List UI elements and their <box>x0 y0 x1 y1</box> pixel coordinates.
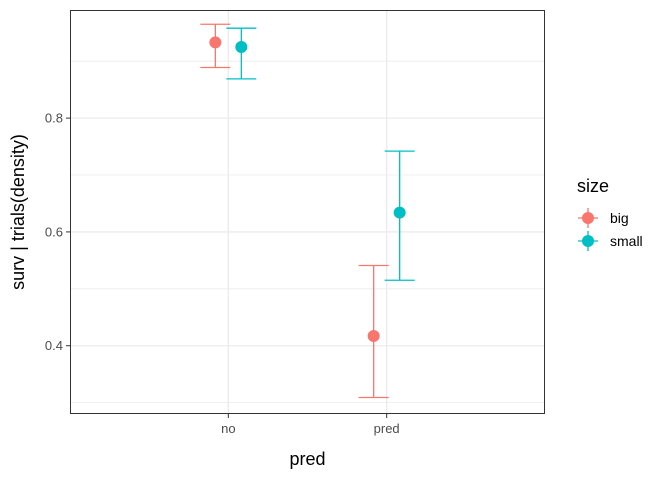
y-axis-title: surv | trials(density) <box>8 134 28 290</box>
x-axis: no pred <box>221 414 400 436</box>
y-tick-label: 0.4 <box>45 338 63 353</box>
legend-key-point <box>582 212 594 224</box>
data-marks <box>200 23 415 399</box>
data-point <box>367 330 380 343</box>
y-tick-label: 0.8 <box>45 111 63 126</box>
minor-gridlines <box>70 60 545 404</box>
legend-label: big <box>610 210 629 226</box>
point-group-small-no <box>226 27 257 80</box>
x-tick-label: pred <box>374 421 400 436</box>
legend-item-small: small <box>578 231 643 251</box>
y-axis: 0.4 0.6 0.8 <box>45 111 70 353</box>
x-axis-title: pred <box>289 449 325 469</box>
panel-border <box>70 10 545 414</box>
x-tick-label: no <box>221 421 235 436</box>
legend-title: size <box>577 176 609 196</box>
point-group-big-pred <box>358 264 389 399</box>
point-group-big-no <box>200 23 231 69</box>
legend: size big small <box>577 176 643 251</box>
legend-item-big: big <box>578 208 629 228</box>
data-point <box>209 36 222 49</box>
y-tick-label: 0.6 <box>45 224 63 239</box>
data-point <box>235 40 248 53</box>
panel-background <box>70 10 545 414</box>
legend-key-point <box>582 235 594 247</box>
data-point <box>393 206 406 219</box>
major-gridlines <box>70 10 545 414</box>
point-group-small-pred <box>384 150 415 281</box>
plot-panel <box>70 10 545 414</box>
legend-label: small <box>610 233 643 249</box>
